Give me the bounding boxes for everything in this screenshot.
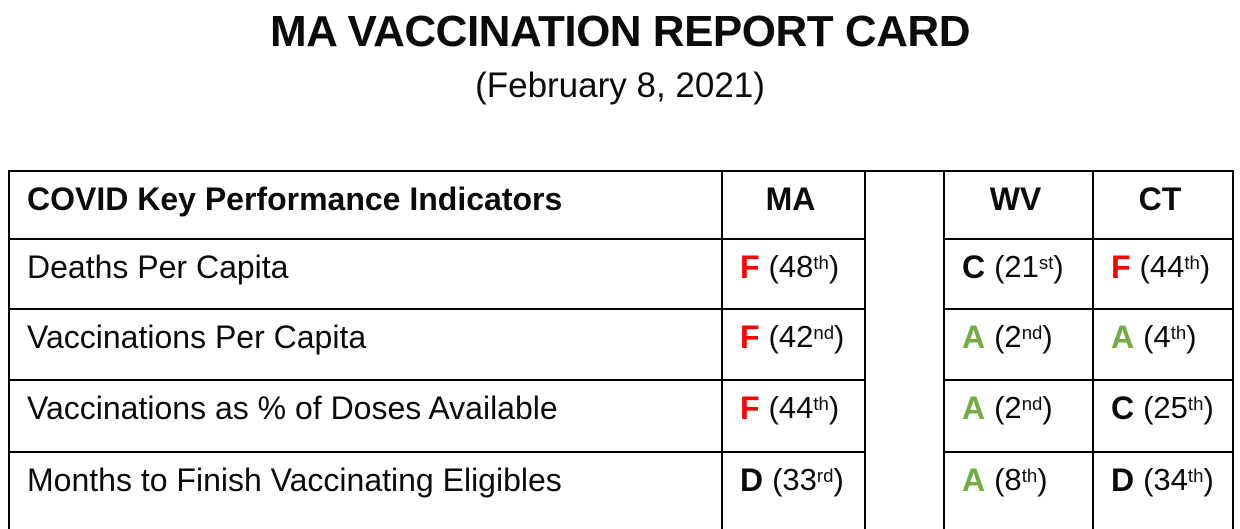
grade-letter: F	[740, 390, 760, 426]
grade-letter: D	[1111, 462, 1135, 498]
grade-cell-ma: F (42nd)	[723, 310, 866, 381]
grade-cell-wv: A (2nd)	[945, 381, 1094, 453]
grade-letter: F	[740, 319, 760, 355]
grade-cell-wv: C (21st)	[945, 240, 1094, 310]
grade-cell-ma: D (33rd)	[723, 453, 866, 529]
grade-rank: (42nd)	[768, 319, 845, 354]
grade-cell-ct: C (25th)	[1094, 381, 1232, 453]
row-label: Vaccinations as % of Doses Available	[10, 381, 723, 453]
grade-rank: (2nd)	[994, 390, 1053, 425]
grade-letter: A	[962, 390, 986, 426]
column-header-ma: MA	[723, 172, 866, 240]
grade-cell-wv: A (8th)	[945, 453, 1094, 529]
grade-rank: (44th)	[1139, 249, 1211, 284]
grade-letter: F	[740, 249, 760, 285]
grade-rank: (33rd)	[772, 462, 844, 497]
column-header-wv: WV	[945, 172, 1094, 240]
grade-rank: (34th)	[1143, 462, 1214, 497]
column-header-ct: CT	[1094, 172, 1232, 240]
report-card-table: COVID Key Performance Indicators MA WV C…	[8, 170, 1234, 529]
grade-rank: (48th)	[768, 249, 840, 284]
grade-cell-ct: A (4th)	[1094, 310, 1232, 381]
report-card-page: MA VACCINATION REPORT CARD (February 8, …	[0, 7, 1240, 529]
grade-rank: (4th)	[1143, 319, 1197, 354]
page-subtitle: (February 8, 2021)	[475, 66, 765, 105]
row-label: Months to Finish Vaccinating Eligibles	[10, 453, 723, 529]
grade-letter: A	[962, 462, 986, 498]
spacer-column	[866, 172, 945, 529]
row-label: Vaccinations Per Capita	[10, 310, 723, 381]
grade-letter: F	[1111, 249, 1131, 285]
grade-letter: C	[962, 249, 986, 285]
grade-rank: (2nd)	[994, 319, 1053, 354]
grade-rank: (8th)	[994, 462, 1048, 497]
grade-cell-ct: D (34th)	[1094, 453, 1232, 529]
page-title: MA VACCINATION REPORT CARD	[270, 7, 970, 56]
grade-letter: A	[962, 319, 986, 355]
grade-rank: (44th)	[768, 390, 840, 425]
grade-cell-wv: A (2nd)	[945, 310, 1094, 381]
grade-cell-ct: F (44th)	[1094, 240, 1232, 310]
row-label: Deaths Per Capita	[10, 240, 723, 310]
grade-letter: A	[1111, 319, 1135, 355]
grade-cell-ma: F (48th)	[723, 240, 866, 310]
grade-rank: (21st)	[994, 249, 1064, 284]
grade-letter: D	[740, 462, 764, 498]
grade-cell-ma: F (44th)	[723, 381, 866, 453]
grade-letter: C	[1111, 390, 1135, 426]
column-header-indicators: COVID Key Performance Indicators	[10, 172, 723, 240]
grade-rank: (25th)	[1143, 390, 1214, 425]
